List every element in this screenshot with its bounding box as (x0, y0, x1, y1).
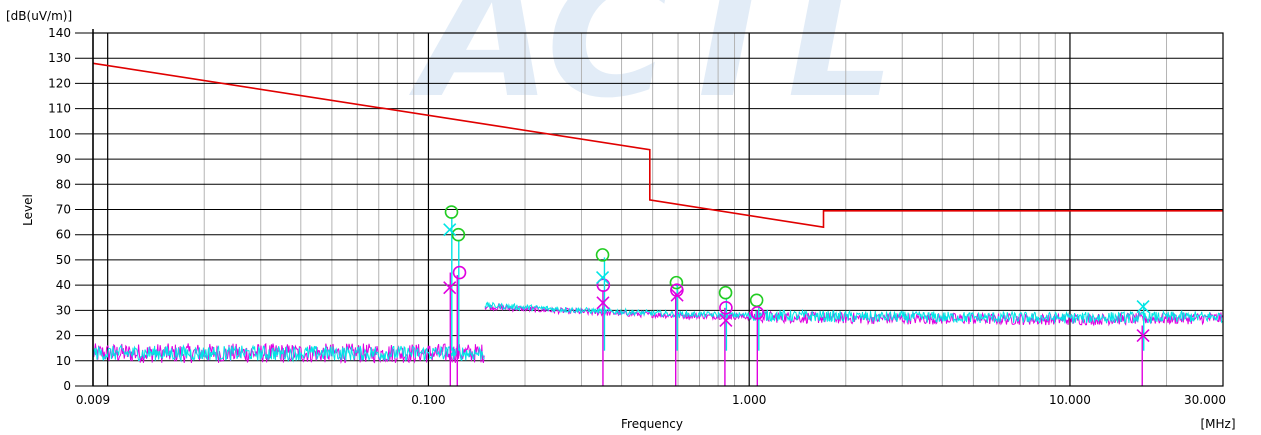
x-tick-label: 10.000 (1049, 393, 1091, 407)
watermark-text: ACTL (408, 0, 895, 136)
peak-cross-marker-stroke (595, 271, 610, 285)
average-cross-marker-stroke (670, 288, 684, 302)
markers (443, 205, 1150, 343)
peak-cross-marker-stroke (443, 223, 457, 237)
y-tick-label: 140 (48, 26, 71, 40)
average-cross-marker (443, 281, 457, 295)
y-tick-label: 30 (56, 303, 71, 317)
peak-cross-marker (1136, 300, 1150, 314)
peak-cross-marker-stroke (1136, 300, 1150, 314)
x-axis-label: Frequency (621, 417, 683, 431)
y-tick-label: 100 (48, 127, 71, 141)
average-marker (452, 265, 467, 280)
x-tick-label: 0.100 (411, 393, 445, 407)
average-trace (484, 302, 1223, 327)
x-tick-labels: 0.009 0.100 1.000 10.000 30.000 (76, 393, 1226, 407)
quasi-peak-marker (451, 227, 466, 242)
peak-trace (484, 301, 1223, 325)
x-unit-label: [MHz] (1200, 417, 1235, 431)
x-tick-label: 1.000 (732, 393, 766, 407)
average-marker (719, 301, 733, 315)
traces (92, 217, 1223, 386)
average-cross-marker-stroke (443, 281, 457, 295)
x-tick-label: 0.009 (76, 393, 110, 407)
quasi-peak-marker (595, 248, 610, 262)
peak-trace (92, 344, 485, 363)
average-cross-marker (596, 296, 610, 310)
y-tick-label: 120 (48, 76, 71, 90)
quasi-peak-marker (444, 205, 459, 219)
average-cross-marker-stroke (1136, 329, 1150, 343)
y-tick-label: 90 (56, 152, 71, 166)
y-tick-label: 0 (63, 379, 71, 393)
quasi-peak-marker (669, 275, 684, 290)
average-cross-marker (1136, 329, 1150, 343)
y-tick-label: 20 (56, 329, 71, 343)
average-cross-marker (719, 313, 733, 328)
limit-path (92, 62, 1223, 229)
quasi-peak-marker (718, 285, 733, 300)
grid (92, 33, 1223, 386)
average-cross-marker (670, 288, 684, 302)
y-unit-label: [dB(uV/m)] (6, 9, 72, 23)
limit-line (92, 62, 1223, 229)
y-axis-label: Level (21, 194, 35, 226)
quasi-peak-marker (749, 293, 764, 308)
average-cross-marker-stroke (719, 313, 733, 328)
average-marker (750, 306, 765, 320)
peak-cross-marker (595, 271, 610, 285)
watermark: ACTL (408, 0, 895, 136)
y-tick-label: 40 (56, 278, 71, 292)
y-tick-label: 70 (56, 203, 71, 217)
y-tick-label: 130 (48, 51, 71, 65)
x-tick-label: 30.000 (1184, 393, 1226, 407)
y-tick-label: 60 (56, 228, 71, 242)
average-cross-marker-stroke (596, 296, 610, 310)
peak-cross-marker (443, 223, 457, 237)
y-tick-label: 10 (56, 354, 71, 368)
y-tick-label: 50 (56, 253, 71, 267)
y-tick-label: 110 (48, 102, 71, 116)
y-tick-labels: 0 10 20 30 40 50 60 70 80 90 100 110 120 130 140 (48, 26, 93, 393)
y-tick-label: 80 (56, 177, 71, 191)
